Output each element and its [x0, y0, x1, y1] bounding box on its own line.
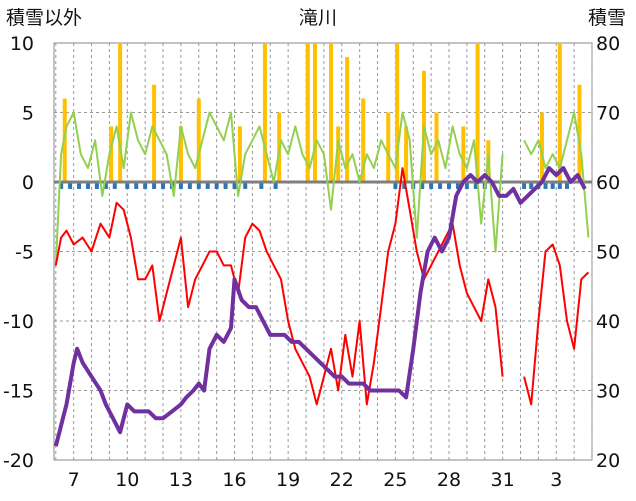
series-line: [54, 111, 590, 266]
bar: [455, 182, 460, 189]
bar: [550, 182, 555, 189]
bar: [336, 126, 341, 182]
bar: [539, 112, 544, 182]
x-tick-label: 19: [276, 469, 300, 491]
y-left-tick-label: -15: [3, 381, 34, 403]
y-left-tick-label: 0: [22, 172, 34, 194]
bar: [94, 182, 99, 189]
bar: [386, 112, 391, 182]
bar: [259, 182, 264, 189]
bar: [77, 182, 82, 189]
bar: [178, 182, 183, 189]
bar: [473, 182, 478, 189]
bar: [564, 182, 569, 189]
bar: [187, 182, 192, 189]
bar: [214, 182, 219, 189]
y-right-ticks: 80 70 60 50 40 30 20: [596, 33, 620, 472]
x-tick-label: 28: [437, 469, 461, 491]
bar: [402, 182, 407, 189]
y-right-tick-label: 40: [596, 311, 620, 333]
x-tick-label: 3: [550, 469, 562, 491]
bar: [232, 182, 237, 189]
chart-title: 滝川: [299, 7, 337, 29]
bar: [109, 126, 114, 182]
bar: [68, 182, 73, 189]
bar: [429, 182, 434, 189]
bar: [112, 182, 117, 189]
bar: [447, 182, 452, 189]
bar: [243, 182, 248, 189]
bar: [134, 182, 139, 189]
y-left-tick-label: -5: [15, 242, 34, 264]
bar: [522, 182, 527, 189]
y-right-tick-label: 60: [596, 172, 620, 194]
bar: [152, 182, 157, 189]
x-tick-label: 31: [491, 469, 515, 491]
y-left-axis-label: 積雪以外: [6, 7, 82, 29]
y-right-tick-label: 80: [596, 33, 620, 55]
y-right-axis-label: 積雪: [588, 7, 626, 29]
y-left-tick-label: 10: [10, 33, 34, 55]
x-tick-label: 16: [222, 469, 246, 491]
bar: [434, 112, 439, 182]
bar: [557, 43, 562, 182]
bar: [262, 43, 267, 182]
bar: [103, 182, 108, 189]
x-tick-label: 10: [115, 469, 139, 491]
line-series: [53, 111, 590, 447]
bar: [85, 182, 90, 189]
bar: [237, 126, 242, 182]
bar: [461, 126, 466, 182]
bar: [395, 43, 400, 182]
bar: [557, 182, 562, 189]
bar: [143, 182, 148, 189]
bar: [475, 43, 480, 182]
bar: [223, 182, 228, 189]
x-tick-label: 7: [68, 469, 80, 491]
bar: [312, 43, 317, 182]
y-right-tick-label: 20: [596, 450, 620, 472]
bar: [161, 182, 166, 189]
bar: [205, 182, 210, 189]
bar: [529, 182, 534, 189]
bar: [196, 98, 201, 182]
bar: [273, 182, 278, 189]
series-line: [53, 166, 587, 447]
bar: [196, 182, 201, 189]
x-tick-label: 25: [383, 469, 407, 491]
series-line: [54, 167, 590, 406]
y-right-tick-label: 70: [596, 103, 620, 125]
bar: [577, 84, 582, 182]
plot-area: [53, 42, 593, 461]
y-right-tick-label: 30: [596, 381, 620, 403]
bar: [361, 98, 366, 182]
bar: [118, 43, 123, 182]
bar: [59, 182, 64, 189]
bar: [464, 182, 469, 189]
bar: [420, 182, 425, 189]
y-left-ticks: 10 5 0 -5 -10 -15 -20: [3, 33, 34, 472]
bar: [305, 43, 310, 182]
bar: [438, 182, 443, 189]
y-left-tick-label: -20: [3, 450, 34, 472]
x-tick-label: 22: [330, 469, 354, 491]
y-left-tick-label: -10: [3, 311, 34, 333]
plot-frame: [53, 42, 593, 461]
bar: [543, 182, 548, 189]
bar: [178, 126, 183, 182]
x-tick-label: 13: [169, 469, 193, 491]
y-left-tick-label: 5: [22, 103, 34, 125]
bar: [404, 126, 409, 182]
x-ticks: 7 10 13 16 19 22 25 28 31 3: [68, 469, 563, 491]
bar: [393, 182, 398, 189]
bar: [345, 56, 350, 182]
bar: [152, 84, 157, 182]
bar: [125, 182, 130, 189]
bar: [329, 43, 334, 182]
y-right-tick-label: 50: [596, 242, 620, 264]
